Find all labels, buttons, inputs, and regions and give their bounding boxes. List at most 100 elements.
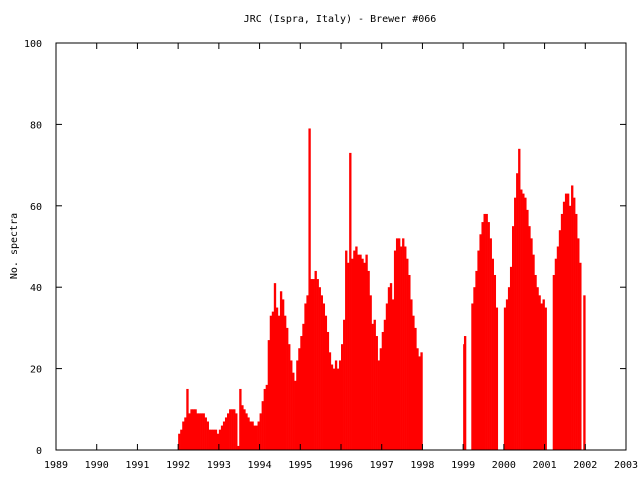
bar	[495, 307, 499, 450]
bar	[220, 425, 224, 450]
x-tick-label: 1991	[125, 460, 149, 471]
bar	[310, 279, 313, 450]
bar	[528, 226, 531, 450]
x-tick-label: 2002	[573, 460, 597, 471]
bar	[418, 356, 421, 450]
bar	[178, 433, 181, 450]
y-tick-label: 60	[30, 202, 42, 213]
bar	[389, 283, 393, 450]
bar	[518, 148, 521, 450]
bar	[184, 417, 187, 450]
bar	[400, 246, 403, 450]
bar	[507, 287, 511, 450]
bar	[579, 262, 582, 450]
bar	[284, 315, 287, 450]
bar	[328, 352, 332, 450]
bar	[505, 299, 509, 450]
bar	[322, 303, 326, 450]
bar	[277, 315, 281, 450]
bar	[489, 238, 492, 450]
bar	[271, 311, 275, 450]
bar	[355, 246, 358, 450]
bar	[288, 344, 291, 450]
bar	[359, 254, 362, 450]
x-tick-label: 1993	[207, 460, 231, 471]
bar	[314, 270, 317, 450]
bar	[571, 185, 574, 450]
bar	[363, 262, 366, 450]
bar	[560, 213, 564, 450]
bar	[206, 421, 209, 450]
x-tick-label: 1995	[288, 460, 312, 471]
bar	[233, 409, 236, 450]
x-tick-label: 2001	[533, 460, 557, 471]
x-tick-label: 1992	[166, 460, 190, 471]
bar	[300, 336, 303, 450]
bar	[491, 258, 494, 450]
bar	[540, 303, 543, 450]
bar	[562, 201, 566, 450]
bar	[381, 331, 385, 450]
x-tick-label: 1994	[248, 460, 272, 471]
bar	[554, 258, 558, 450]
bar	[387, 287, 391, 450]
bar	[526, 209, 529, 450]
bar	[365, 254, 368, 450]
x-tick-label: 1999	[451, 460, 475, 471]
bar	[202, 413, 205, 450]
bar	[534, 274, 537, 450]
bar	[320, 295, 323, 450]
bar	[245, 413, 248, 450]
bar	[514, 197, 517, 450]
bar	[332, 368, 336, 450]
bar	[241, 405, 244, 450]
x-tick-label: 1996	[329, 460, 353, 471]
bar	[367, 270, 370, 450]
bar	[190, 409, 193, 450]
bar	[306, 295, 309, 450]
bar	[229, 409, 232, 450]
bar	[318, 287, 321, 450]
bar	[509, 266, 513, 450]
bar	[475, 270, 478, 450]
bar	[279, 291, 283, 450]
bar	[373, 319, 376, 450]
bar	[237, 445, 240, 450]
bar	[410, 299, 413, 450]
bar	[336, 368, 340, 450]
chart-title: JRC (Ispra, Italy) - Brewer #066	[244, 14, 437, 25]
bar	[583, 295, 586, 450]
bar	[251, 421, 254, 450]
bar	[524, 197, 527, 450]
bar	[522, 193, 525, 450]
x-tick-label: 1997	[370, 460, 394, 471]
bar	[347, 262, 350, 450]
y-tick-label: 40	[30, 283, 42, 294]
bar	[487, 222, 490, 450]
bar	[290, 360, 293, 450]
bar	[224, 417, 228, 450]
x-tick-label: 1998	[410, 460, 434, 471]
bar	[227, 413, 230, 450]
bar	[353, 250, 356, 450]
bar	[267, 340, 271, 450]
bar	[312, 279, 315, 450]
bar	[402, 238, 405, 450]
bar	[542, 299, 545, 450]
bar	[481, 222, 484, 450]
bar	[255, 425, 258, 450]
bar	[556, 246, 560, 450]
bar	[182, 421, 185, 450]
bar	[265, 384, 269, 450]
bar	[391, 299, 395, 450]
y-tick-label: 100	[24, 39, 42, 50]
x-tick-label: 2003	[614, 460, 638, 471]
bar	[275, 307, 279, 450]
bar	[408, 274, 411, 450]
y-axis-label: No. spectra	[9, 213, 20, 279]
bar	[393, 250, 397, 450]
bar	[210, 429, 214, 450]
bar	[479, 234, 482, 450]
bar	[204, 417, 207, 450]
bar	[406, 258, 409, 450]
